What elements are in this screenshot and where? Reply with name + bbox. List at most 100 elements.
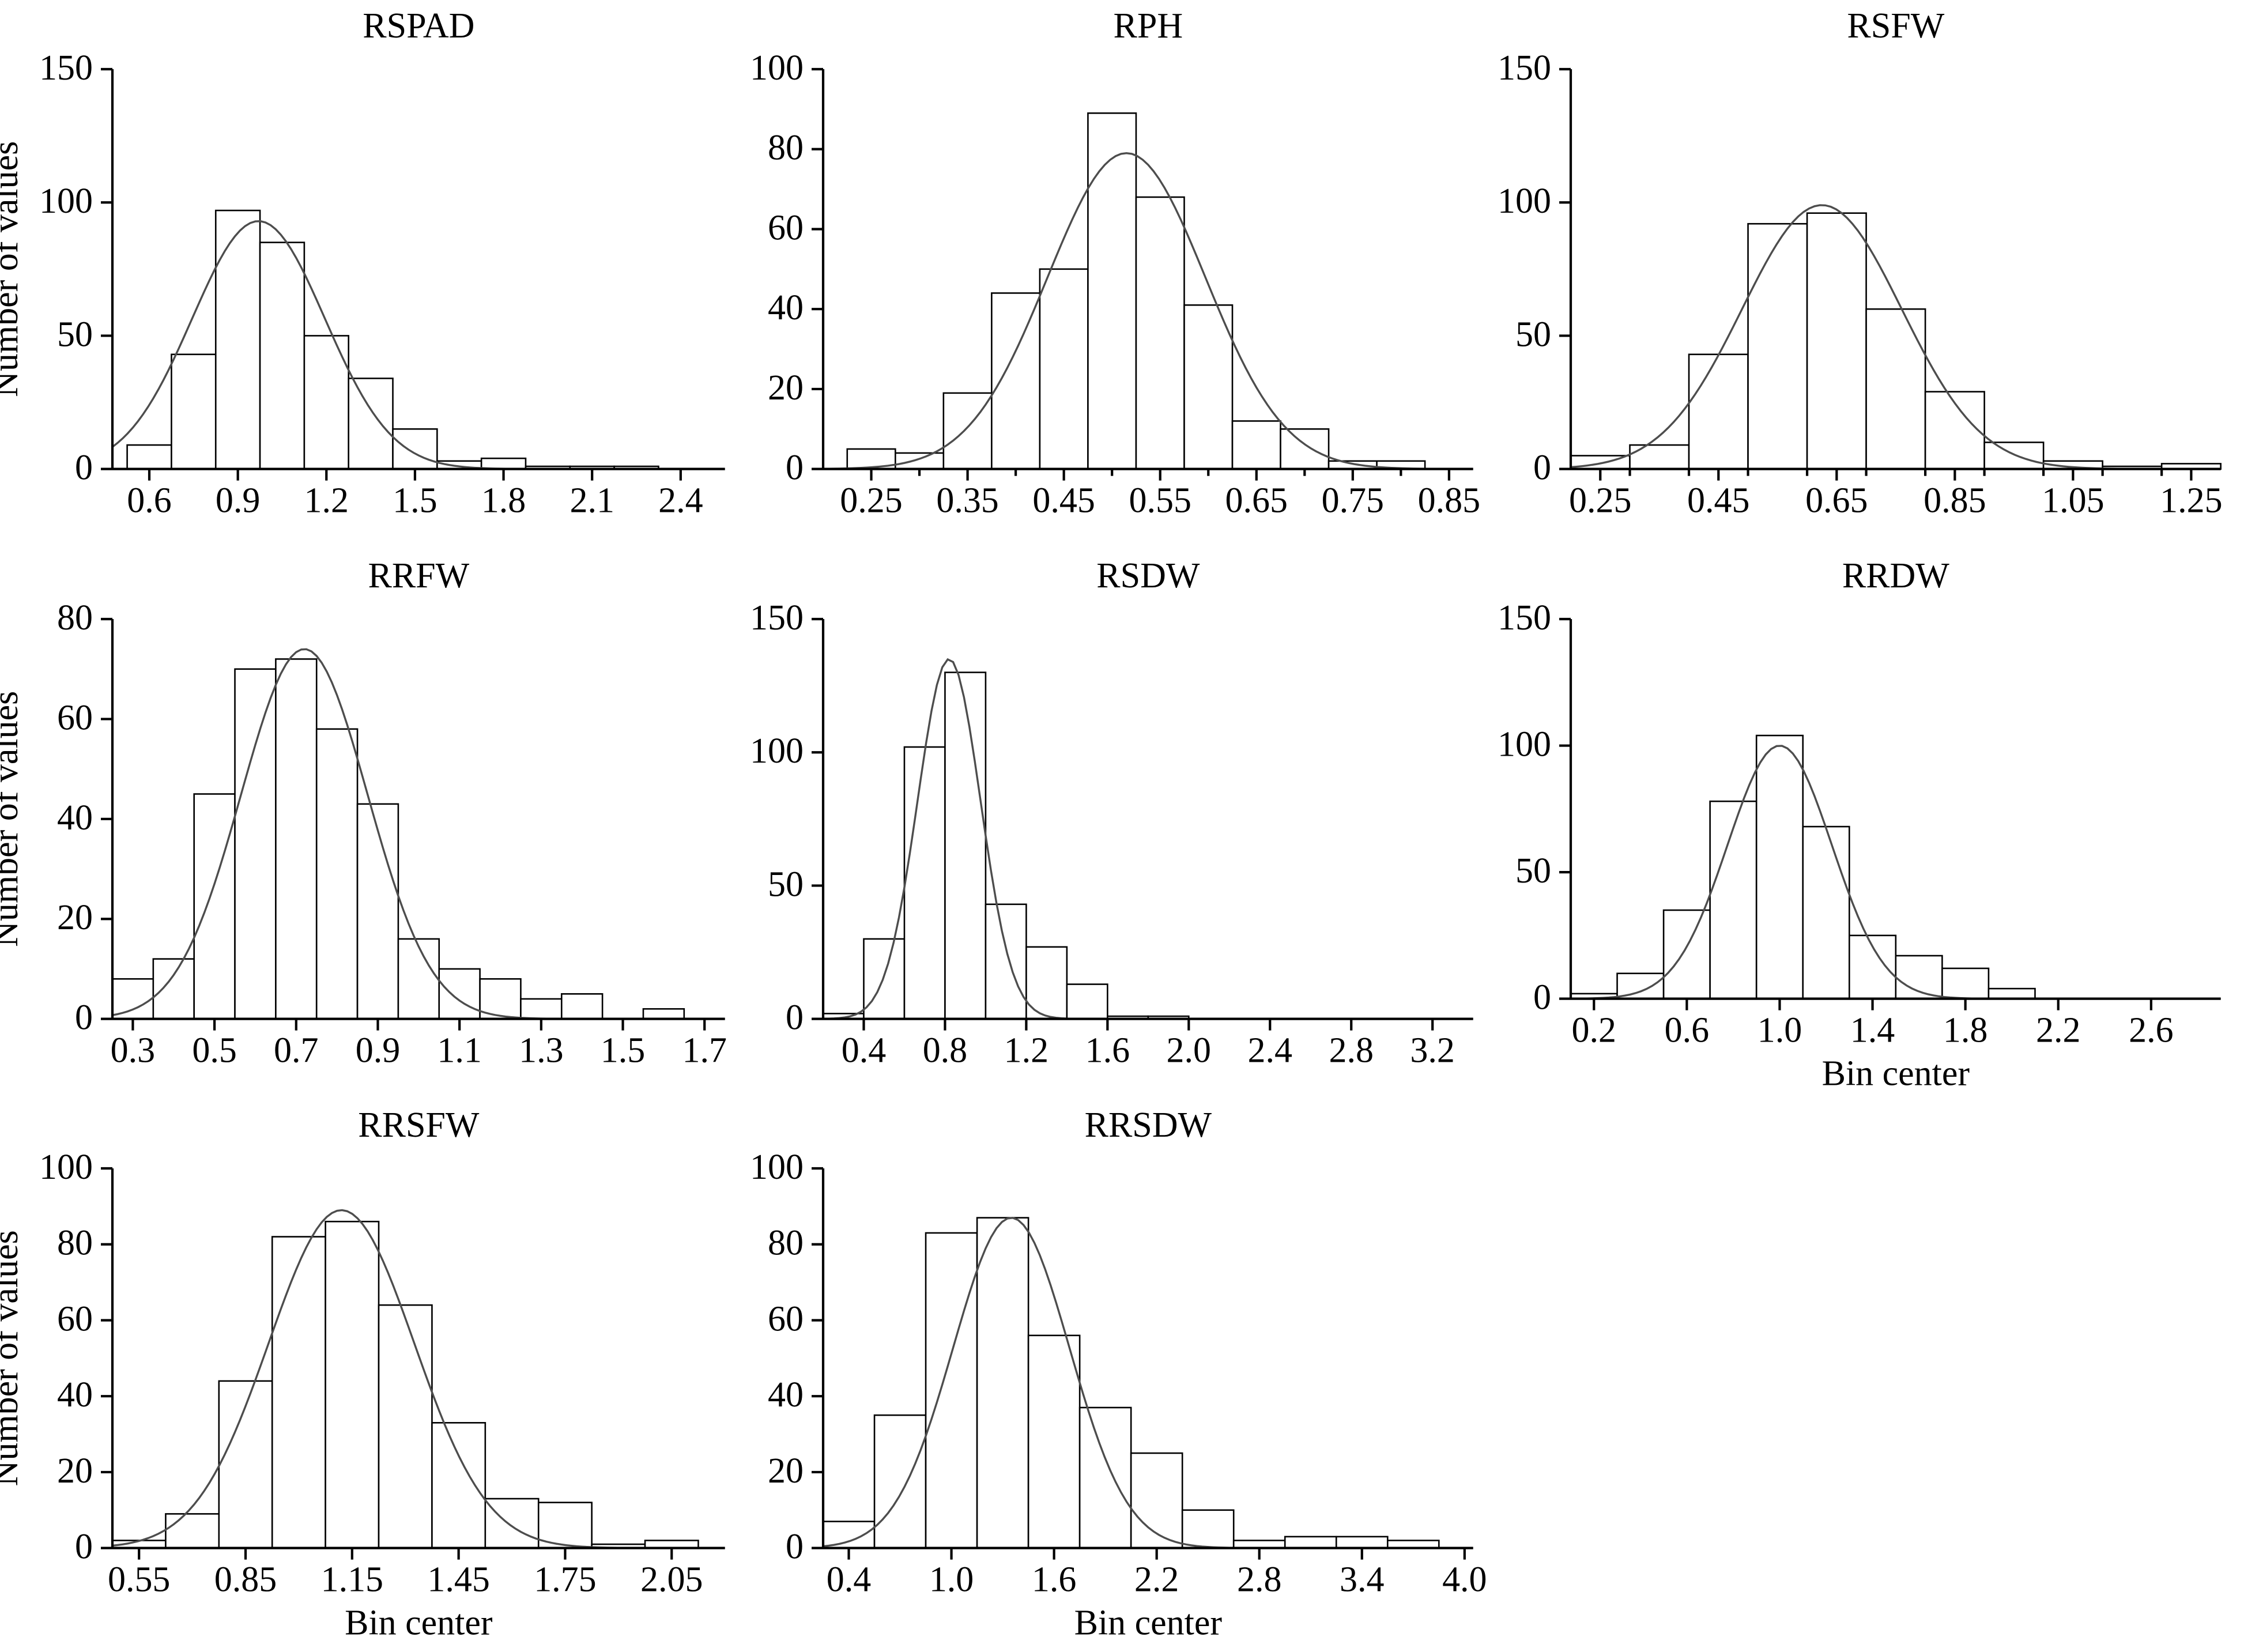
svg-text:0.65: 0.65 [1225, 481, 1287, 521]
svg-text:60: 60 [768, 1300, 804, 1339]
svg-text:0.45: 0.45 [1687, 481, 1749, 521]
svg-text:0.4: 0.4 [826, 1560, 870, 1600]
svg-text:40: 40 [57, 798, 93, 837]
svg-text:0.55: 0.55 [108, 1560, 170, 1600]
svg-text:0.75: 0.75 [1321, 481, 1383, 521]
svg-text:1.2: 1.2 [304, 481, 349, 521]
svg-text:RRSFW: RRSFW [358, 1106, 480, 1145]
svg-text:60: 60 [57, 1300, 93, 1339]
svg-text:0.65: 0.65 [1805, 481, 1868, 521]
svg-text:20: 20 [57, 1451, 93, 1491]
svg-text:1.45: 1.45 [427, 1560, 489, 1600]
svg-text:0: 0 [786, 448, 804, 488]
svg-text:100: 100 [750, 1148, 804, 1187]
svg-text:50: 50 [1515, 851, 1551, 891]
svg-text:2.2: 2.2 [2036, 1010, 2080, 1050]
svg-text:1.5: 1.5 [393, 481, 437, 521]
svg-text:20: 20 [57, 898, 93, 937]
svg-text:0.4: 0.4 [841, 1031, 885, 1070]
svg-text:2.4: 2.4 [658, 481, 703, 521]
svg-text:0.55: 0.55 [1129, 481, 1191, 521]
svg-text:RRFW: RRFW [368, 556, 469, 595]
svg-text:1.3: 1.3 [519, 1031, 563, 1070]
svg-text:RRDW: RRDW [1842, 556, 1949, 595]
svg-text:1.8: 1.8 [481, 481, 526, 521]
svg-text:0.35: 0.35 [936, 481, 998, 521]
svg-text:100: 100 [39, 182, 93, 221]
svg-text:0: 0 [75, 1527, 93, 1567]
svg-text:80: 80 [57, 1224, 93, 1263]
svg-text:40: 40 [768, 288, 804, 327]
svg-text:40: 40 [57, 1376, 93, 1415]
svg-text:100: 100 [1498, 725, 1551, 764]
svg-text:100: 100 [1498, 182, 1551, 221]
svg-text:1.2: 1.2 [1004, 1031, 1048, 1070]
svg-text:2.6: 2.6 [2129, 1010, 2173, 1050]
svg-text:0.3: 0.3 [111, 1031, 155, 1070]
svg-text:0.45: 0.45 [1032, 481, 1095, 521]
svg-text:100: 100 [750, 731, 804, 771]
svg-text:0.85: 0.85 [214, 1560, 277, 1600]
svg-text:Bin center: Bin center [1074, 1604, 1222, 1643]
svg-text:3.4: 3.4 [1340, 1560, 1384, 1600]
svg-text:0.8: 0.8 [922, 1031, 967, 1070]
svg-text:0.5: 0.5 [192, 1031, 236, 1070]
svg-text:80: 80 [768, 1224, 804, 1263]
svg-text:2.2: 2.2 [1134, 1560, 1179, 1600]
svg-text:0.85: 0.85 [1924, 481, 1986, 521]
svg-text:80: 80 [57, 598, 93, 638]
svg-text:RRSDW: RRSDW [1084, 1106, 1212, 1145]
svg-text:0: 0 [786, 1527, 804, 1567]
svg-text:1.8: 1.8 [1943, 1010, 1987, 1050]
svg-text:0: 0 [786, 998, 804, 1037]
svg-text:50: 50 [1515, 315, 1551, 354]
svg-text:150: 150 [39, 48, 93, 88]
svg-text:0: 0 [75, 998, 93, 1037]
svg-text:1.6: 1.6 [1032, 1560, 1076, 1600]
svg-text:0.6: 0.6 [1665, 1010, 1709, 1050]
svg-text:2.0: 2.0 [1166, 1031, 1210, 1070]
svg-text:60: 60 [57, 698, 93, 737]
svg-text:1.4: 1.4 [1850, 1010, 1895, 1050]
svg-text:150: 150 [750, 598, 804, 638]
svg-text:0.7: 0.7 [274, 1031, 318, 1070]
svg-text:RSFW: RSFW [1847, 6, 1945, 46]
svg-text:2.05: 2.05 [640, 1560, 703, 1600]
svg-text:40: 40 [768, 1376, 804, 1415]
svg-text:150: 150 [1498, 48, 1551, 88]
svg-text:2.4: 2.4 [1247, 1031, 1292, 1070]
svg-text:0.2: 0.2 [1572, 1010, 1616, 1050]
svg-text:1.0: 1.0 [1758, 1010, 1802, 1050]
svg-text:Number of values: Number of values [0, 691, 25, 946]
svg-text:0.85: 0.85 [1417, 481, 1480, 521]
svg-text:0.9: 0.9 [216, 481, 260, 521]
svg-text:2.1: 2.1 [570, 481, 614, 521]
svg-text:0.25: 0.25 [1569, 481, 1631, 521]
svg-text:1.1: 1.1 [437, 1031, 481, 1070]
svg-text:1.75: 1.75 [534, 1560, 596, 1600]
svg-text:100: 100 [750, 48, 804, 88]
svg-text:Number of values: Number of values [0, 1231, 25, 1487]
svg-text:20: 20 [768, 368, 804, 408]
svg-text:1.0: 1.0 [929, 1560, 973, 1600]
svg-text:1.5: 1.5 [601, 1031, 645, 1070]
svg-text:0: 0 [75, 448, 93, 488]
svg-text:Bin center: Bin center [345, 1604, 493, 1643]
svg-text:RSPAD: RSPAD [363, 6, 474, 46]
svg-text:0.9: 0.9 [356, 1031, 400, 1070]
svg-text:50: 50 [57, 315, 93, 354]
svg-text:80: 80 [768, 129, 804, 168]
svg-text:1.7: 1.7 [682, 1031, 726, 1070]
svg-text:1.25: 1.25 [2160, 481, 2222, 521]
svg-text:20: 20 [768, 1451, 804, 1491]
svg-text:2.8: 2.8 [1329, 1031, 1373, 1070]
svg-text:4.0: 4.0 [1442, 1560, 1487, 1600]
svg-text:60: 60 [768, 208, 804, 247]
svg-text:RSDW: RSDW [1096, 556, 1200, 595]
svg-text:Number of values: Number of values [0, 141, 25, 397]
svg-text:Bin center: Bin center [1822, 1054, 1970, 1093]
svg-text:1.6: 1.6 [1085, 1031, 1129, 1070]
svg-text:0: 0 [1533, 978, 1551, 1017]
svg-text:0: 0 [1533, 448, 1551, 488]
svg-text:0.6: 0.6 [127, 481, 171, 521]
